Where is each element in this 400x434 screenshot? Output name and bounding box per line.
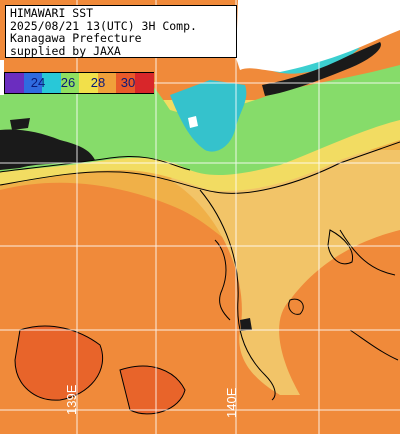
legend-swatch <box>23 73 43 93</box>
legend-label: 30 <box>120 75 136 90</box>
longitude-label-140e: 140E <box>224 387 239 418</box>
legend-swatch <box>134 73 154 93</box>
region-name: Kanagawa Prefecture <box>10 31 142 45</box>
timestamp: 2025/08/21 13(UTC) 3H Comp. <box>10 18 197 33</box>
warm-patch-s <box>120 366 185 414</box>
legend-label: 28 <box>90 75 106 90</box>
legend-swatch <box>42 73 61 93</box>
island-speck <box>188 116 198 128</box>
temperature-legend: 24 26 28 30 <box>4 72 154 94</box>
data-credit: supplied by JAXA <box>10 43 121 58</box>
cloud-speck-2 <box>240 318 252 331</box>
bay-cold-zone <box>170 80 247 152</box>
legend-label: 26 <box>60 75 76 90</box>
product-title: HIMAWARI SST <box>10 6 94 20</box>
sst-contours <box>0 141 400 415</box>
land-edge <box>0 60 4 95</box>
legend-swatch <box>97 73 117 93</box>
map-info-box: HIMAWARI SST 2025/08/21 13(UTC) 3H Comp.… <box>5 5 237 58</box>
longitude-label-139e: 139E <box>64 384 79 415</box>
bay-warm-band <box>170 150 400 395</box>
legend-swatch <box>79 73 98 93</box>
land-area <box>138 0 400 72</box>
legend-swatch <box>5 73 24 93</box>
legend-swatch <box>60 73 80 93</box>
cloud-speck-1 <box>10 118 30 130</box>
cloud-patch-west <box>0 129 95 170</box>
warm-patch-sw <box>15 325 103 401</box>
legend-label: 24 <box>30 75 46 90</box>
legend-swatch <box>116 73 135 93</box>
